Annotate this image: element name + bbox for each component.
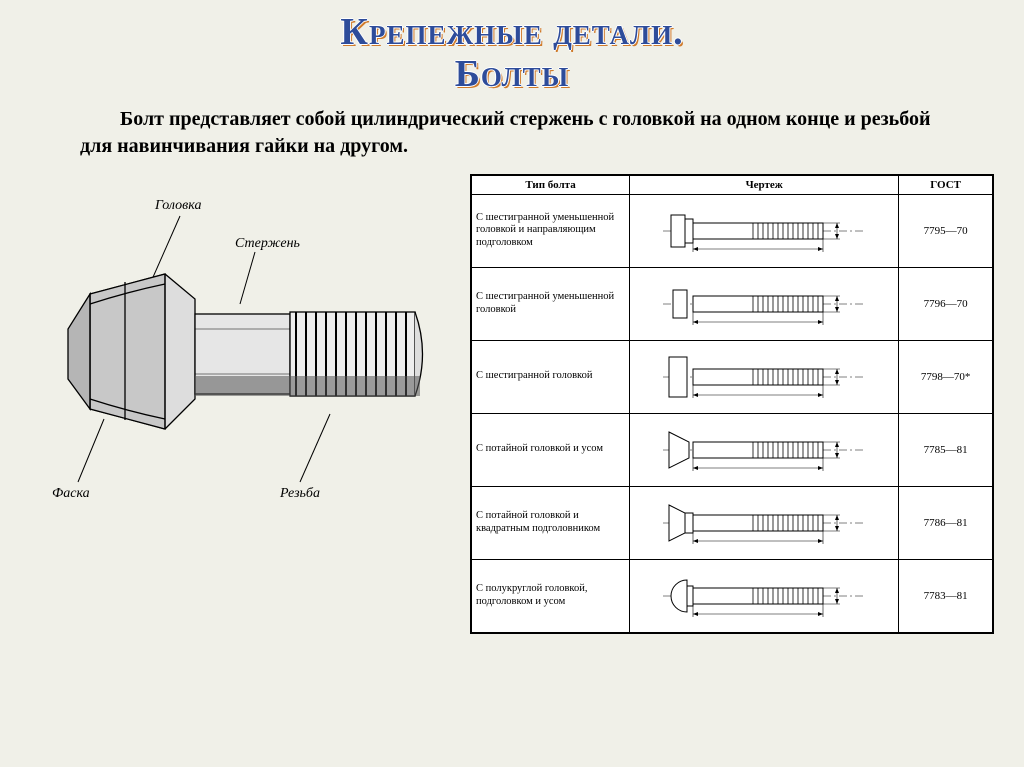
bolt-gost-cell: 7783—81 <box>899 559 993 632</box>
bolt-gost-cell: 7796—70 <box>899 267 993 340</box>
table-row: С шестигранной уменьшенной головкой и на… <box>472 194 993 267</box>
col-drawing: Чертеж <box>630 175 899 194</box>
table-header-row: Тип болта Чертеж ГОСТ <box>472 175 993 194</box>
bolt-drawing-cell <box>630 486 899 559</box>
bolt-drawing-cell <box>630 194 899 267</box>
title-line1: Крепежные детали. <box>30 12 994 54</box>
bolt-type-cell: С шестигранной уменьшенной головкой и на… <box>472 194 630 267</box>
description-text: Болт представляет собой цилиндрический с… <box>80 106 944 160</box>
table-row: С потайной головкой и квадратным подголо… <box>472 486 993 559</box>
bolt-drawing-cell <box>630 413 899 486</box>
bolt-drawing-cell <box>630 267 899 340</box>
table-row: С шестигранной уменьшенной головкой 7796… <box>472 267 993 340</box>
bolt-gost-cell: 7786—81 <box>899 486 993 559</box>
label-shaft: Стержень <box>235 236 300 252</box>
content-row: Головка Стержень Фаска Резьба <box>30 174 994 634</box>
bolt-drawing-cell <box>630 340 899 413</box>
label-head: Головка <box>155 198 201 214</box>
table-row: С шестигранной головкой 7798—70* <box>472 340 993 413</box>
bolt-type-cell: С полукруглой головкой, подголовком и ус… <box>472 559 630 632</box>
bolt-drawing-cell <box>630 559 899 632</box>
bolt-type-cell: С шестигранной уменьшенной головкой <box>472 267 630 340</box>
table-row: С потайной головкой и усом 7785—81 <box>472 413 993 486</box>
bolt-type-cell: С потайной головкой и квадратным подголо… <box>472 486 630 559</box>
table-row: С полукруглой головкой, подголовком и ус… <box>472 559 993 632</box>
bolt-gost-cell: 7795—70 <box>899 194 993 267</box>
bolt-type-cell: С шестигранной головкой <box>472 340 630 413</box>
bolt-gost-cell: 7785—81 <box>899 413 993 486</box>
page-title-block: Крепежные детали. Болты <box>30 12 994 96</box>
label-chamfer: Фаска <box>52 486 90 502</box>
bolt-diagram: Головка Стержень Фаска Резьба <box>30 204 460 524</box>
col-gost: ГОСТ <box>899 175 993 194</box>
label-thread: Резьба <box>280 486 320 502</box>
bolt-gost-cell: 7798—70* <box>899 340 993 413</box>
bolt-svg <box>30 204 460 524</box>
col-type: Тип болта <box>472 175 630 194</box>
bolt-types-table: Тип болта Чертеж ГОСТ С шестигранной уме… <box>470 174 994 634</box>
title-line2: Болты <box>30 54 994 96</box>
bolt-type-cell: С потайной головкой и усом <box>472 413 630 486</box>
